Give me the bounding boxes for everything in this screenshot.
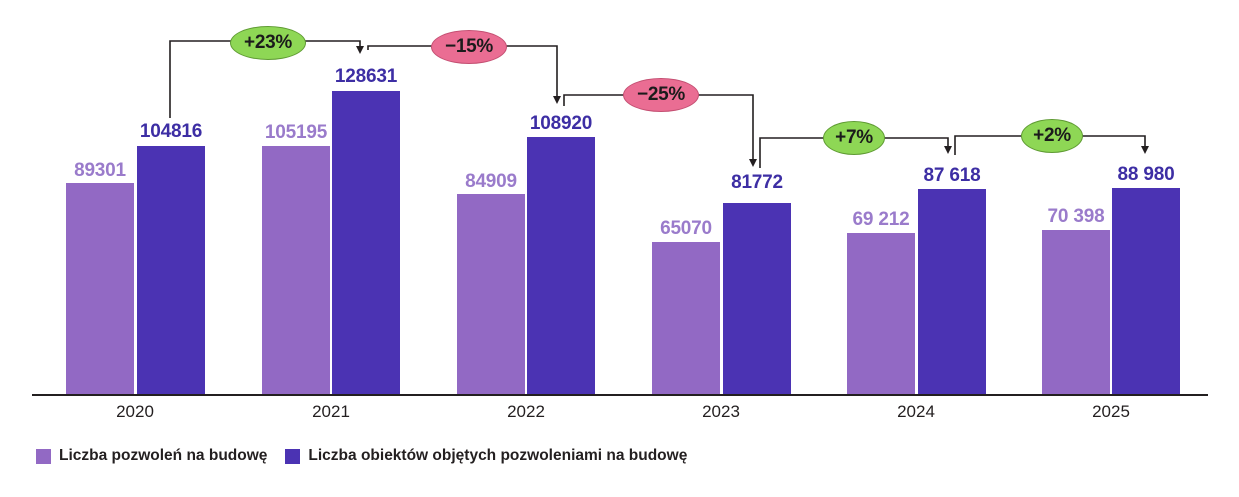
bar-2025-permits[interactable] (1042, 230, 1110, 394)
delta-bubble-2024-2025[interactable]: +2% (1021, 119, 1083, 153)
legend-swatch-icon-objects (285, 448, 301, 464)
bar-label-2023-permits: 65070 (660, 218, 712, 239)
legend-label-objects: Liczba obiektów objętych pozwoleniami na… (308, 447, 688, 464)
bar-label-2025-permits: 70 398 (1047, 206, 1105, 227)
bar-2022-permits[interactable] (457, 194, 525, 394)
bar-label-2022-permits: 84909 (465, 171, 517, 192)
bar-label-2025-objects: 88 980 (1117, 164, 1175, 185)
bar-2024-permits[interactable] (847, 233, 915, 394)
bar-2021-permits[interactable] (262, 146, 330, 394)
x-tick-2024: 2024 (897, 402, 935, 421)
bar-2021-objects[interactable] (332, 91, 400, 394)
x-tick-2025: 2025 (1092, 402, 1130, 421)
bar-label-2020-objects: 104816 (139, 121, 203, 142)
bar-2023-permits[interactable] (652, 242, 720, 394)
bar-label-2021-permits: 105195 (264, 122, 328, 143)
legend-item-objects[interactable]: Liczba obiektów objętych pozwoleniami na… (285, 447, 687, 465)
delta-bubble-2020-2021[interactable]: +23% (230, 26, 306, 60)
x-tick-2023: 2023 (702, 402, 740, 421)
x-axis-line (32, 394, 1208, 396)
bar-label-2021-objects: 128631 (334, 66, 398, 87)
delta-bubble-2023-2024[interactable]: +7% (823, 121, 885, 155)
bar-2020-objects[interactable] (137, 146, 205, 394)
delta-bubble-2021-2022[interactable]: −15% (431, 30, 507, 64)
legend-swatch-icon-permits (36, 448, 51, 464)
chart-legend: Liczba pozwoleń na budowę Liczba obiektó… (36, 447, 687, 465)
legend-label-permits: Liczba pozwoleń na budowę (59, 447, 268, 464)
x-tick-2021: 2021 (312, 402, 350, 421)
bar-2024-objects[interactable] (918, 189, 986, 394)
bar-2023-objects[interactable] (723, 203, 791, 394)
legend-item-permits[interactable]: Liczba pozwoleń na budowę (36, 447, 267, 465)
bar-label-2024-permits: 69 212 (852, 209, 910, 230)
bar-label-2022-objects: 108920 (529, 113, 593, 134)
bar-label-2023-objects: 81772 (731, 172, 783, 193)
bar-label-2024-objects: 87 618 (923, 165, 981, 186)
delta-bubble-2022-2023[interactable]: −25% (623, 78, 699, 112)
x-tick-2022: 2022 (507, 402, 545, 421)
bar-2022-objects[interactable] (527, 137, 595, 394)
x-tick-2020: 2020 (116, 402, 154, 421)
bar-2020-permits[interactable] (66, 183, 134, 394)
bar-2025-objects[interactable] (1112, 188, 1180, 394)
bar-label-2020-permits: 89301 (74, 160, 126, 181)
